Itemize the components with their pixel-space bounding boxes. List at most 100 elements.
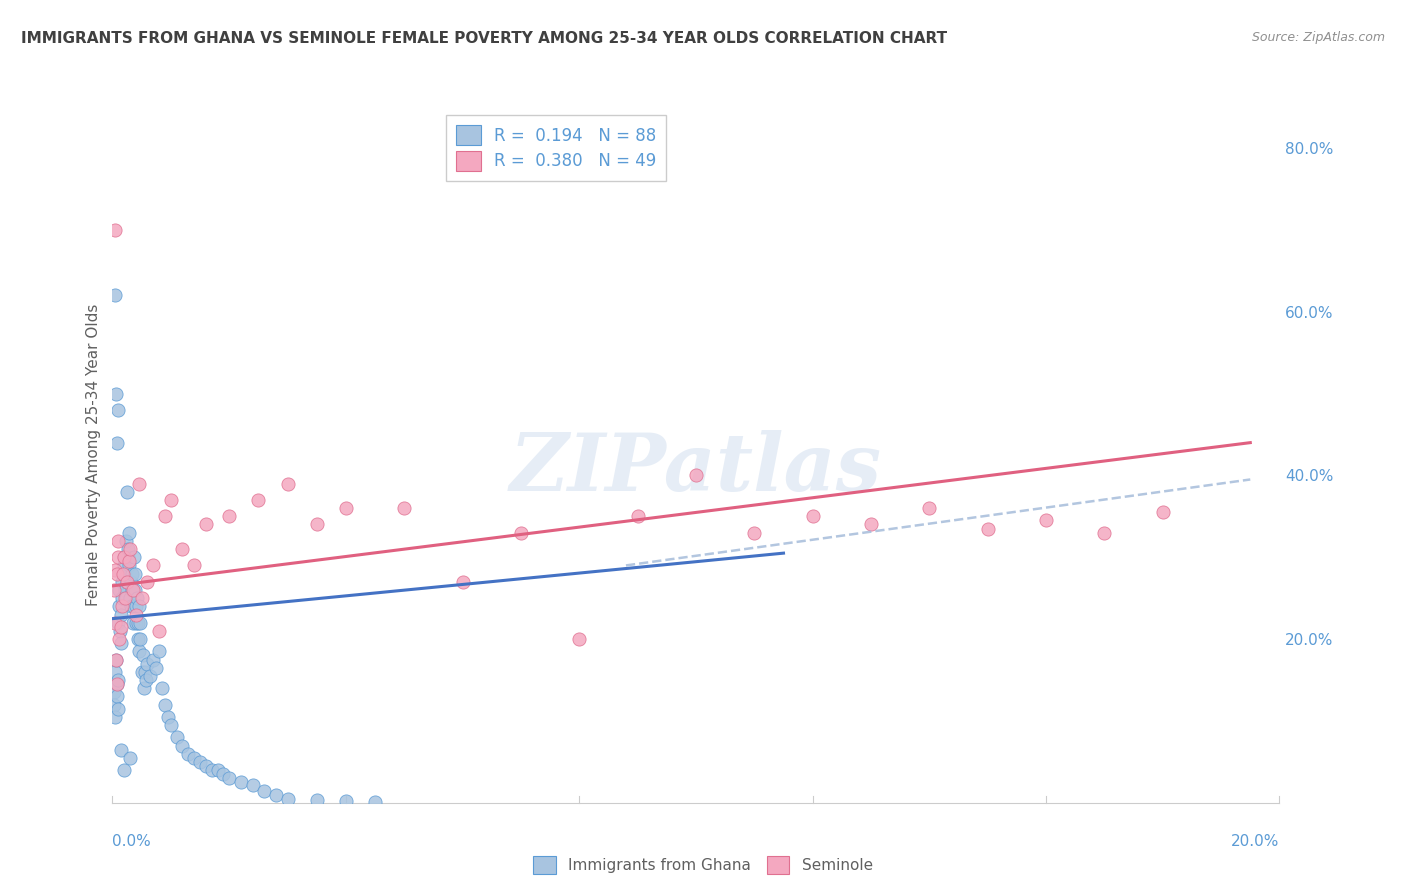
Point	[229, 775, 252, 789]
Point	[105, 435, 128, 450]
Point	[103, 685, 125, 699]
Point	[122, 615, 145, 630]
Point	[1152, 505, 1174, 519]
Point	[201, 763, 224, 777]
Point	[177, 747, 200, 761]
Point	[118, 542, 141, 557]
Point	[104, 386, 127, 401]
Point	[104, 652, 127, 666]
Point	[1035, 513, 1057, 527]
Point	[105, 677, 128, 691]
Text: IMMIGRANTS FROM GHANA VS SEMINOLE FEMALE POVERTY AMONG 25-34 YEAR OLDS CORRELATI: IMMIGRANTS FROM GHANA VS SEMINOLE FEMALE…	[21, 31, 948, 46]
Point	[110, 620, 132, 634]
Point	[135, 673, 157, 687]
Point	[183, 558, 205, 573]
Point	[685, 468, 707, 483]
Point	[108, 624, 131, 638]
Point	[139, 669, 162, 683]
Point	[110, 742, 132, 756]
Text: Source: ZipAtlas.com: Source: ZipAtlas.com	[1251, 31, 1385, 45]
Point	[568, 632, 591, 646]
Point	[107, 403, 129, 417]
Point	[111, 599, 134, 614]
Point	[142, 652, 165, 666]
Point	[451, 574, 474, 589]
Point	[172, 542, 194, 557]
Point	[194, 517, 217, 532]
Point	[145, 661, 167, 675]
Point	[183, 751, 205, 765]
Point	[128, 599, 150, 614]
Point	[742, 525, 765, 540]
Point	[111, 591, 134, 606]
Point	[124, 566, 146, 581]
Point	[115, 574, 138, 589]
Point	[247, 492, 270, 507]
Point	[335, 794, 357, 808]
Point	[136, 657, 159, 671]
Point	[129, 615, 152, 630]
Point	[394, 501, 416, 516]
Point	[1094, 525, 1116, 540]
Point	[125, 591, 148, 606]
Point	[153, 698, 176, 712]
Point	[114, 591, 136, 606]
Point	[276, 791, 298, 805]
Point	[194, 759, 217, 773]
Point	[111, 566, 134, 581]
Point	[114, 582, 136, 597]
Point	[111, 566, 134, 581]
Point	[104, 562, 127, 576]
Point	[112, 558, 135, 573]
Point	[860, 517, 883, 532]
Point	[153, 509, 176, 524]
Point	[118, 554, 141, 568]
Point	[132, 681, 155, 696]
Point	[160, 492, 183, 507]
Point	[115, 591, 138, 606]
Point	[108, 582, 131, 597]
Point	[131, 591, 153, 606]
Point	[218, 509, 240, 524]
Point	[111, 574, 134, 589]
Point	[148, 644, 170, 658]
Point	[112, 550, 135, 565]
Point	[156, 710, 179, 724]
Point	[114, 566, 136, 581]
Point	[335, 501, 357, 516]
Point	[207, 763, 229, 777]
Point	[115, 484, 138, 499]
Point	[117, 542, 139, 557]
Point	[212, 767, 235, 781]
Point	[120, 599, 142, 614]
Point	[104, 288, 127, 302]
Point	[509, 525, 531, 540]
Point	[142, 558, 165, 573]
Point	[108, 599, 131, 614]
Point	[118, 751, 141, 765]
Legend: Immigrants from Ghana, Seminole: Immigrants from Ghana, Seminole	[527, 850, 879, 880]
Point	[134, 665, 156, 679]
Point	[120, 574, 142, 589]
Point	[107, 673, 129, 687]
Point	[122, 582, 145, 597]
Text: ZIPatlas: ZIPatlas	[510, 430, 882, 508]
Point	[108, 632, 131, 646]
Point	[121, 582, 143, 597]
Point	[105, 566, 128, 581]
Point	[122, 599, 145, 614]
Text: 0.0%: 0.0%	[112, 834, 152, 849]
Point	[166, 731, 188, 745]
Point	[125, 599, 148, 614]
Point	[305, 517, 328, 532]
Point	[128, 644, 150, 658]
Point	[107, 533, 129, 548]
Point	[104, 652, 127, 666]
Point	[118, 525, 141, 540]
Point	[110, 636, 132, 650]
Point	[103, 582, 125, 597]
Point	[112, 763, 135, 777]
Point	[172, 739, 194, 753]
Point	[104, 710, 127, 724]
Point	[105, 690, 128, 704]
